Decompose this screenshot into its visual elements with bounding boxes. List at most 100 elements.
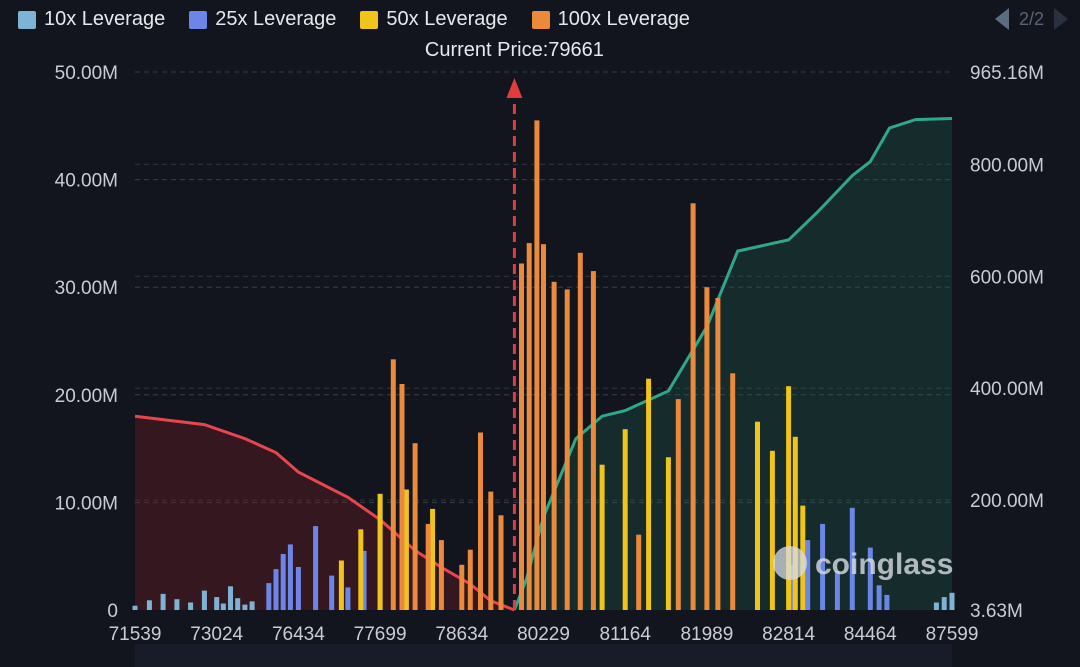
legend-swatch bbox=[531, 10, 550, 29]
x-tick-label: 84464 bbox=[844, 624, 897, 645]
bar bbox=[551, 281, 557, 610]
chart-legend: 10x Leverage 25x Leverage 50x Leverage 100x… bbox=[18, 8, 690, 31]
bar bbox=[834, 571, 840, 610]
legend-swatch bbox=[18, 10, 36, 29]
bar bbox=[345, 587, 351, 610]
bar bbox=[646, 378, 652, 610]
legend-item-1[interactable]: 10x Leverage bbox=[18, 8, 165, 31]
bar bbox=[329, 575, 335, 610]
bar bbox=[876, 585, 882, 610]
bar bbox=[220, 603, 226, 610]
x-tick-label: 76434 bbox=[272, 624, 325, 645]
bar bbox=[358, 529, 364, 610]
y-left-tick-label: 0 bbox=[107, 601, 118, 622]
legend-item-4[interactable]: 100x Leverage bbox=[531, 8, 690, 31]
bar bbox=[249, 601, 255, 610]
legend-label: 10x Leverage bbox=[44, 8, 166, 30]
current-price-arrow-icon bbox=[506, 78, 523, 98]
bar bbox=[715, 298, 721, 610]
bar bbox=[704, 287, 710, 610]
bar bbox=[519, 263, 524, 610]
bar bbox=[425, 523, 431, 610]
bar bbox=[242, 604, 248, 610]
bar bbox=[287, 544, 293, 610]
bar bbox=[146, 600, 152, 610]
bar bbox=[488, 491, 494, 610]
x-tick-label: 77699 bbox=[354, 624, 407, 645]
bar bbox=[867, 547, 873, 610]
bar bbox=[214, 597, 220, 610]
bar bbox=[933, 602, 939, 610]
bar bbox=[526, 243, 532, 610]
bar bbox=[459, 564, 465, 610]
x-tick-label: 82814 bbox=[762, 624, 815, 645]
y-left-tick-label: 20.00M bbox=[55, 386, 118, 407]
current-price-label: Current Price:79661 bbox=[425, 39, 604, 61]
bar bbox=[590, 271, 596, 610]
bar bbox=[792, 436, 798, 610]
bar bbox=[228, 586, 233, 610]
legend-swatch bbox=[189, 10, 208, 29]
bar bbox=[201, 590, 207, 610]
bar bbox=[636, 534, 642, 610]
legend-label: 25x Leverage bbox=[215, 8, 337, 30]
y-right-tick-label: 800.00M bbox=[970, 155, 1044, 176]
x-tick-label: 81164 bbox=[599, 624, 651, 645]
bar bbox=[534, 120, 540, 611]
bar bbox=[266, 583, 272, 610]
bar bbox=[665, 457, 671, 610]
bar bbox=[786, 386, 792, 610]
y-right-tick-label: 965.16M bbox=[970, 63, 1044, 84]
bar bbox=[295, 567, 301, 610]
bar bbox=[541, 244, 546, 610]
y-right-tick-label: 600.00M bbox=[970, 267, 1044, 288]
pager: 2/2 bbox=[994, 8, 1068, 30]
bar bbox=[188, 602, 194, 610]
y-left-tick-label: 50.00M bbox=[55, 63, 118, 84]
bar bbox=[174, 599, 180, 610]
x-tick-label: 73024 bbox=[190, 624, 243, 645]
bar bbox=[755, 421, 760, 610]
bar bbox=[941, 597, 947, 610]
bar bbox=[235, 598, 241, 610]
bar bbox=[599, 464, 605, 610]
bar bbox=[390, 359, 396, 610]
y-left-tick-label: 10.00M bbox=[55, 493, 118, 514]
y-right-tick-label: 3.63M bbox=[970, 601, 1023, 622]
bar bbox=[412, 443, 418, 610]
bar bbox=[622, 429, 628, 610]
bar bbox=[313, 526, 319, 610]
bar bbox=[820, 523, 826, 610]
bar bbox=[805, 540, 811, 610]
pager-label: 2/2 bbox=[1018, 8, 1044, 29]
arrow-left-icon[interactable] bbox=[994, 8, 1009, 30]
bar bbox=[403, 489, 409, 610]
bar bbox=[949, 592, 955, 610]
bar bbox=[430, 508, 436, 610]
legend-label: 100x Leverage bbox=[557, 8, 690, 30]
y-left-tick-label: 30.00M bbox=[55, 278, 118, 299]
legend-item-2[interactable]: 25x Leverage bbox=[189, 8, 336, 31]
bar bbox=[160, 593, 166, 610]
bar bbox=[338, 560, 344, 610]
coinglass-logo-icon bbox=[773, 546, 807, 580]
bar bbox=[478, 432, 483, 610]
bar bbox=[132, 605, 138, 610]
arrow-right-icon bbox=[1054, 8, 1068, 30]
y-right-tick-label: 400.00M bbox=[970, 379, 1044, 400]
bar bbox=[884, 594, 890, 610]
cumulative-long-line bbox=[513, 117, 953, 611]
cumulative-short-area bbox=[135, 416, 515, 610]
bar bbox=[690, 203, 696, 611]
bar bbox=[280, 554, 286, 610]
bar bbox=[849, 507, 855, 610]
legend-swatch bbox=[360, 10, 379, 29]
x-tick-label: 87599 bbox=[926, 624, 979, 645]
y-right-tick-label: 200.00M bbox=[970, 491, 1044, 512]
cumulative-short-line bbox=[134, 414, 515, 612]
bar bbox=[730, 373, 736, 610]
bar bbox=[361, 550, 367, 610]
bar bbox=[438, 540, 444, 610]
bar bbox=[399, 384, 405, 610]
legend-item-3[interactable]: 50x Leverage bbox=[360, 8, 508, 31]
